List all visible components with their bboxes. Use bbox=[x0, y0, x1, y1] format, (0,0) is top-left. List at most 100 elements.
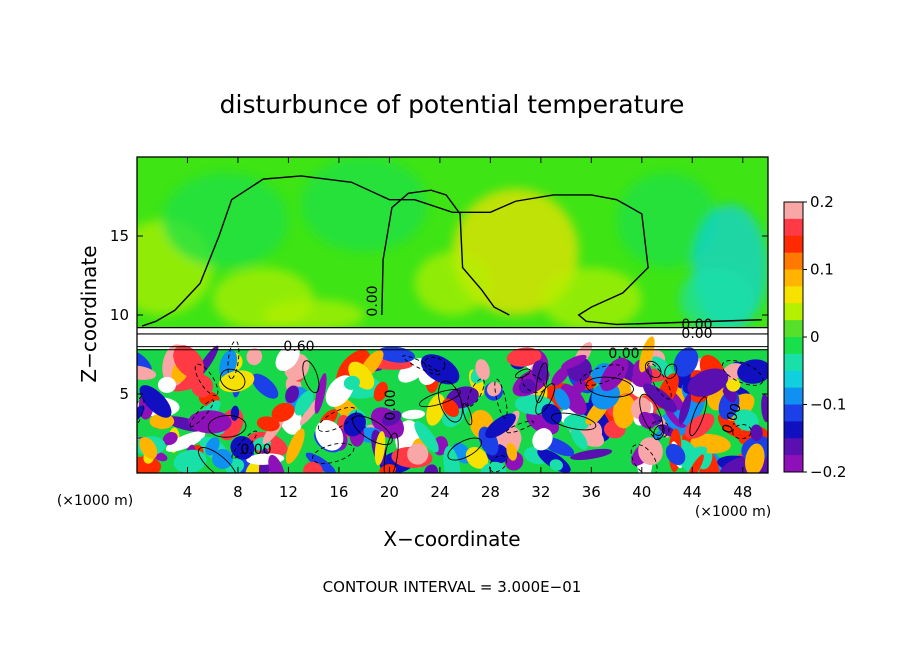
contour-label: 0.00 bbox=[383, 389, 399, 420]
lower-anomaly bbox=[518, 379, 536, 394]
lower-anomaly bbox=[173, 345, 205, 379]
contour-line bbox=[585, 376, 634, 398]
contour-line bbox=[447, 437, 483, 461]
lower-anomaly bbox=[173, 449, 207, 473]
colorbar-cells bbox=[784, 202, 803, 473]
lower-anomaly bbox=[750, 424, 763, 442]
lower-anomaly bbox=[551, 365, 570, 386]
x-tick-label: 32 bbox=[531, 483, 550, 501]
upper-anomaly bbox=[414, 251, 491, 315]
lower-anomaly bbox=[485, 413, 516, 439]
lower-anomaly bbox=[554, 388, 570, 410]
lower-anomaly bbox=[717, 413, 742, 438]
x-ticks: 4 8 12 16 20 24 28 32 36 40 44 48 bbox=[183, 157, 752, 501]
colorbar-cell bbox=[784, 286, 803, 304]
colorbar: 0.2 0.1 0 −0.1 −0.2 bbox=[783, 193, 846, 481]
contour-label: 0.00 bbox=[365, 285, 381, 316]
contour-line bbox=[721, 359, 764, 386]
contour-line bbox=[467, 378, 485, 407]
chart-title: disturbunce of potential temperature bbox=[220, 90, 685, 119]
lower-anomaly bbox=[541, 403, 562, 425]
contour-label: 0.00 bbox=[240, 442, 271, 458]
contour-line bbox=[424, 356, 446, 372]
colorbar-cell bbox=[784, 353, 803, 372]
colorbar-cell bbox=[784, 337, 803, 355]
lower-anomaly bbox=[374, 431, 386, 466]
lower-anomaly bbox=[570, 380, 587, 396]
lower-anomaly bbox=[407, 443, 429, 465]
x-tick-label: 40 bbox=[632, 483, 651, 501]
contour-line bbox=[352, 415, 393, 446]
lower-anomaly bbox=[218, 370, 255, 393]
contour-line bbox=[381, 189, 510, 316]
y-axis-label: Z−coordinate bbox=[77, 245, 101, 382]
upper-layer-anomalies bbox=[137, 157, 768, 331]
lower-anomaly bbox=[733, 409, 759, 431]
contour-line bbox=[653, 424, 665, 441]
lower-anomaly bbox=[563, 413, 590, 432]
x-tick-label: 12 bbox=[279, 483, 298, 501]
interface-band bbox=[137, 327, 768, 349]
lower-anomaly bbox=[268, 454, 286, 473]
lower-anomaly bbox=[285, 428, 305, 464]
lower-anomaly bbox=[612, 394, 636, 429]
colorbar-tick-label: 0.1 bbox=[810, 261, 834, 279]
contour-interval-note: CONTOUR INTERVAL = 3.000E−01 bbox=[323, 578, 582, 596]
contour-line bbox=[462, 403, 473, 426]
lower-anomaly bbox=[486, 381, 502, 397]
y-tick-label: 10 bbox=[110, 306, 129, 324]
colorbar-ticks: 0.2 0.1 0 −0.1 −0.2 bbox=[803, 193, 846, 481]
contour-line bbox=[438, 380, 463, 423]
lower-anomaly bbox=[506, 347, 542, 367]
upper-anomaly bbox=[301, 157, 428, 252]
lower-anomaly bbox=[506, 442, 518, 461]
lower-anomaly bbox=[162, 432, 178, 446]
colorbar-tick-label: 0.2 bbox=[810, 193, 834, 211]
lower-anomaly bbox=[600, 357, 629, 392]
contour-line bbox=[419, 389, 461, 408]
y-tick-label: 5 bbox=[119, 385, 129, 403]
lower-anomaly bbox=[745, 443, 765, 473]
lower-anomaly bbox=[643, 383, 678, 413]
x-tick-label: 36 bbox=[582, 483, 601, 501]
colorbar-cell bbox=[784, 218, 803, 237]
upper-anomaly bbox=[679, 267, 756, 331]
colorbar-cell bbox=[784, 421, 803, 439]
contour-line bbox=[649, 420, 670, 439]
contour-line bbox=[506, 420, 534, 434]
upper-anomaly bbox=[263, 299, 365, 331]
contour-line bbox=[639, 393, 664, 436]
contour-line bbox=[732, 424, 752, 440]
lower-anomaly bbox=[377, 346, 416, 363]
contour-line bbox=[494, 378, 508, 419]
contour-line bbox=[189, 399, 215, 428]
lower-anomaly bbox=[684, 454, 704, 473]
lower-anomaly bbox=[639, 336, 655, 373]
contour-line bbox=[383, 432, 399, 473]
contour-line bbox=[515, 368, 531, 379]
lower-anomaly bbox=[314, 373, 327, 414]
contour-line bbox=[317, 406, 357, 433]
lower-anomaly bbox=[414, 421, 439, 453]
lower-anomaly bbox=[678, 393, 692, 425]
x-tick-label: 16 bbox=[329, 483, 348, 501]
contour-line bbox=[198, 447, 237, 473]
x-unit-left: (×1000 m) bbox=[57, 493, 133, 509]
colorbar-cell bbox=[784, 269, 803, 287]
lower-anomaly bbox=[382, 410, 402, 426]
lower-anomaly bbox=[570, 448, 613, 460]
lower-anomaly bbox=[343, 412, 366, 437]
x-tick-label: 48 bbox=[733, 483, 752, 501]
contour-label: 0.00 bbox=[681, 317, 712, 333]
lower-anomaly bbox=[275, 344, 300, 371]
lower-anomaly bbox=[205, 437, 220, 456]
lower-anomaly bbox=[165, 431, 206, 452]
contour-label: 0.00 bbox=[608, 346, 639, 362]
contour-lines bbox=[137, 175, 768, 473]
y-ticks: 5 10 15 bbox=[110, 227, 768, 403]
lower-anomaly bbox=[256, 416, 280, 432]
contour-line bbox=[141, 175, 762, 327]
lower-anomaly bbox=[638, 437, 663, 466]
